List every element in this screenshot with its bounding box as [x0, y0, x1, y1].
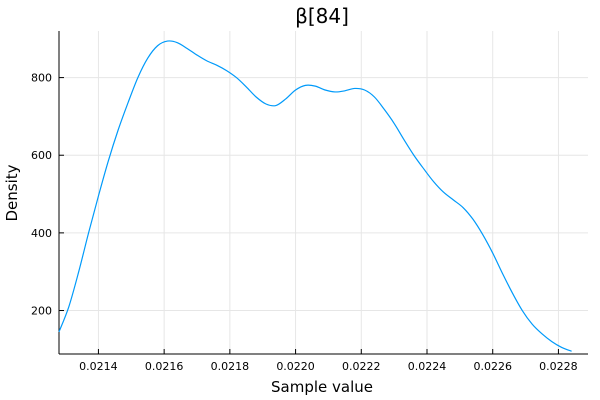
x-tick-label: 0.0214: [79, 360, 118, 373]
x-tick-label: 0.0224: [408, 360, 447, 373]
tick-labels: 0.0214 0.0216 0.0218 0.0220 0.0222 0.0224 0.02…: [31, 72, 578, 373]
x-tick-label: 0.0220: [276, 360, 315, 373]
series-layer: [58, 40, 572, 352]
chart-title: β[84]: [295, 4, 349, 28]
x-tick-label: 0.0218: [211, 360, 250, 373]
x-axis-label: Sample value: [271, 378, 373, 396]
axes: [58, 31, 588, 355]
y-tick-label: 800: [31, 72, 52, 85]
y-tick-label: 400: [31, 227, 52, 240]
density-line: [58, 40, 572, 352]
grid: [59, 31, 588, 354]
y-axis-label: Density: [3, 164, 21, 221]
x-tick-label: 0.0228: [539, 360, 578, 373]
x-tick-label: 0.0216: [145, 360, 184, 373]
x-tick-label: 0.0226: [473, 360, 512, 373]
y-tick-label: 600: [31, 149, 52, 162]
y-tick-label: 200: [31, 305, 52, 318]
x-tick-label: 0.0222: [342, 360, 381, 373]
